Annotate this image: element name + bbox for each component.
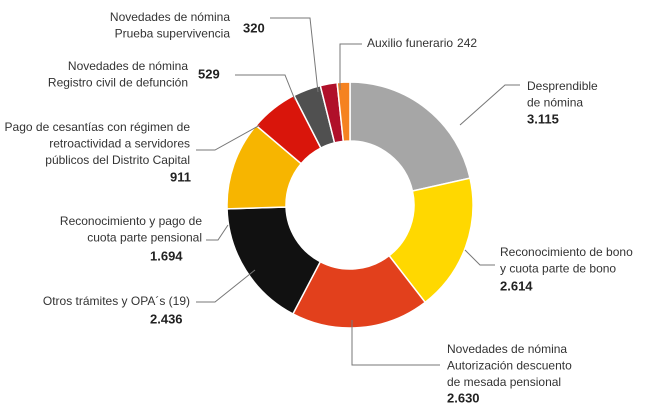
value-label: 242 [457, 36, 477, 50]
slice-label: y cuota parte de bono [500, 262, 616, 276]
value-label: 2.630 [447, 390, 480, 404]
value-label: 1.694 [150, 248, 183, 263]
leader-line [351, 320, 440, 366]
leader-line [270, 17, 319, 93]
slice-label: Prueba supervivencia [115, 27, 231, 41]
leader-line [196, 269, 256, 303]
leader-line [459, 84, 520, 126]
leader-line [464, 249, 495, 266]
value-label: 3.115 [527, 111, 559, 126]
slice-label: Autorización descuento [447, 359, 572, 373]
value-label: 911 [170, 169, 191, 184]
slice-label: Novedades de nómina [110, 10, 230, 24]
slice-label: de mesada pensional [447, 375, 561, 389]
slice-label: Desprendible [527, 79, 598, 93]
slice-label-text: Auxilio funerario [367, 36, 453, 50]
slice-label: Novedades de nómina [68, 59, 188, 73]
slice-label: cuota parte pensional [87, 231, 202, 245]
donut-slice [388, 177, 474, 304]
slice-label: Reconocimiento y pago de [60, 214, 202, 228]
slice-label: retroactividad a servidores [49, 137, 190, 151]
leader-line [206, 224, 229, 241]
value-label: 320 [243, 20, 265, 35]
slice-label: de nómina [527, 96, 583, 110]
slice-label: públicos del Distrito Capital [45, 153, 190, 167]
value-label: 2.436 [150, 311, 183, 326]
slice-label: Pago de cesantías con régimen de [5, 120, 191, 134]
leader-line [196, 124, 261, 151]
donut-slice [291, 254, 427, 329]
value-label: 529 [198, 66, 220, 81]
leader-line [235, 74, 296, 101]
donut-slice [349, 81, 471, 192]
slice-label: Auxilio funerario 242 [367, 36, 477, 50]
leader-line [339, 43, 362, 90]
value-label: 2.614 [500, 278, 533, 293]
donut-slice [336, 81, 351, 143]
slice-label: Novedades de nómina [447, 342, 567, 356]
slice-label: Reconocimiento de bono [500, 245, 633, 259]
slice-label: Otros trámites y OPA´s (19) [43, 294, 190, 308]
slice-label: Registro civil de defunción [48, 76, 188, 90]
